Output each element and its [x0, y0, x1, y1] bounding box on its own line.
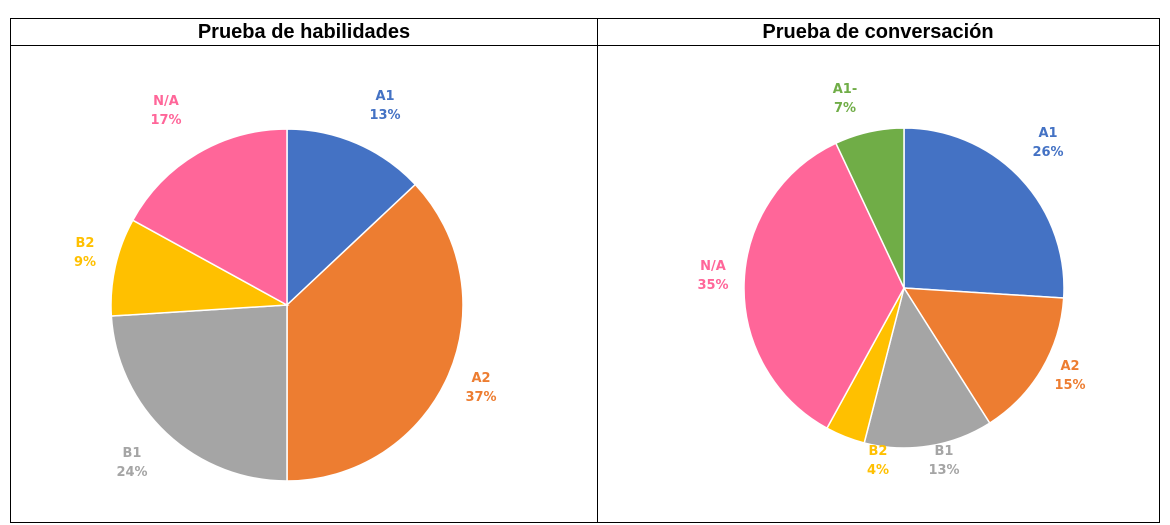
pie-slice: [286, 183, 464, 482]
pie-slice: [110, 304, 288, 482]
slice-label: B1: [123, 446, 142, 461]
pie-slice: [131, 128, 288, 307]
value-label: 35%: [697, 278, 728, 293]
slice-label: A1: [375, 89, 394, 104]
value-label: 24%: [116, 465, 147, 480]
pie-slice: [286, 128, 417, 307]
pie-slice: [743, 142, 905, 430]
slice-label: A2: [471, 371, 490, 386]
pie-slice: [902, 287, 1065, 425]
value-label: 7%: [834, 101, 856, 116]
chart-title: Prueba de conversación: [762, 21, 993, 43]
pie-slice: [110, 219, 290, 317]
value-label: 17%: [150, 113, 181, 128]
slice-label: B1: [935, 444, 954, 459]
value-label: 4%: [867, 463, 889, 478]
chart-title: Prueba de habilidades: [198, 21, 410, 43]
table-border: [10, 18, 1160, 523]
value-label: 26%: [1032, 145, 1063, 160]
slice-label: A1: [1038, 126, 1057, 141]
value-label: 15%: [1054, 378, 1085, 393]
pie-slice: [863, 286, 991, 449]
slice-label: A1-: [833, 82, 858, 97]
value-label: 9%: [74, 255, 96, 270]
slice-label: B2: [76, 236, 95, 251]
slice-label: N/A: [700, 259, 726, 274]
value-label: 37%: [465, 390, 496, 405]
slice-label: N/A: [153, 94, 179, 109]
value-label: 13%: [928, 463, 959, 478]
value-label: 13%: [369, 108, 400, 123]
slice-label: B2: [869, 444, 888, 459]
pie-slice: [903, 127, 1065, 299]
pie-slice: [834, 127, 905, 289]
slice-label: A2: [1060, 359, 1079, 374]
